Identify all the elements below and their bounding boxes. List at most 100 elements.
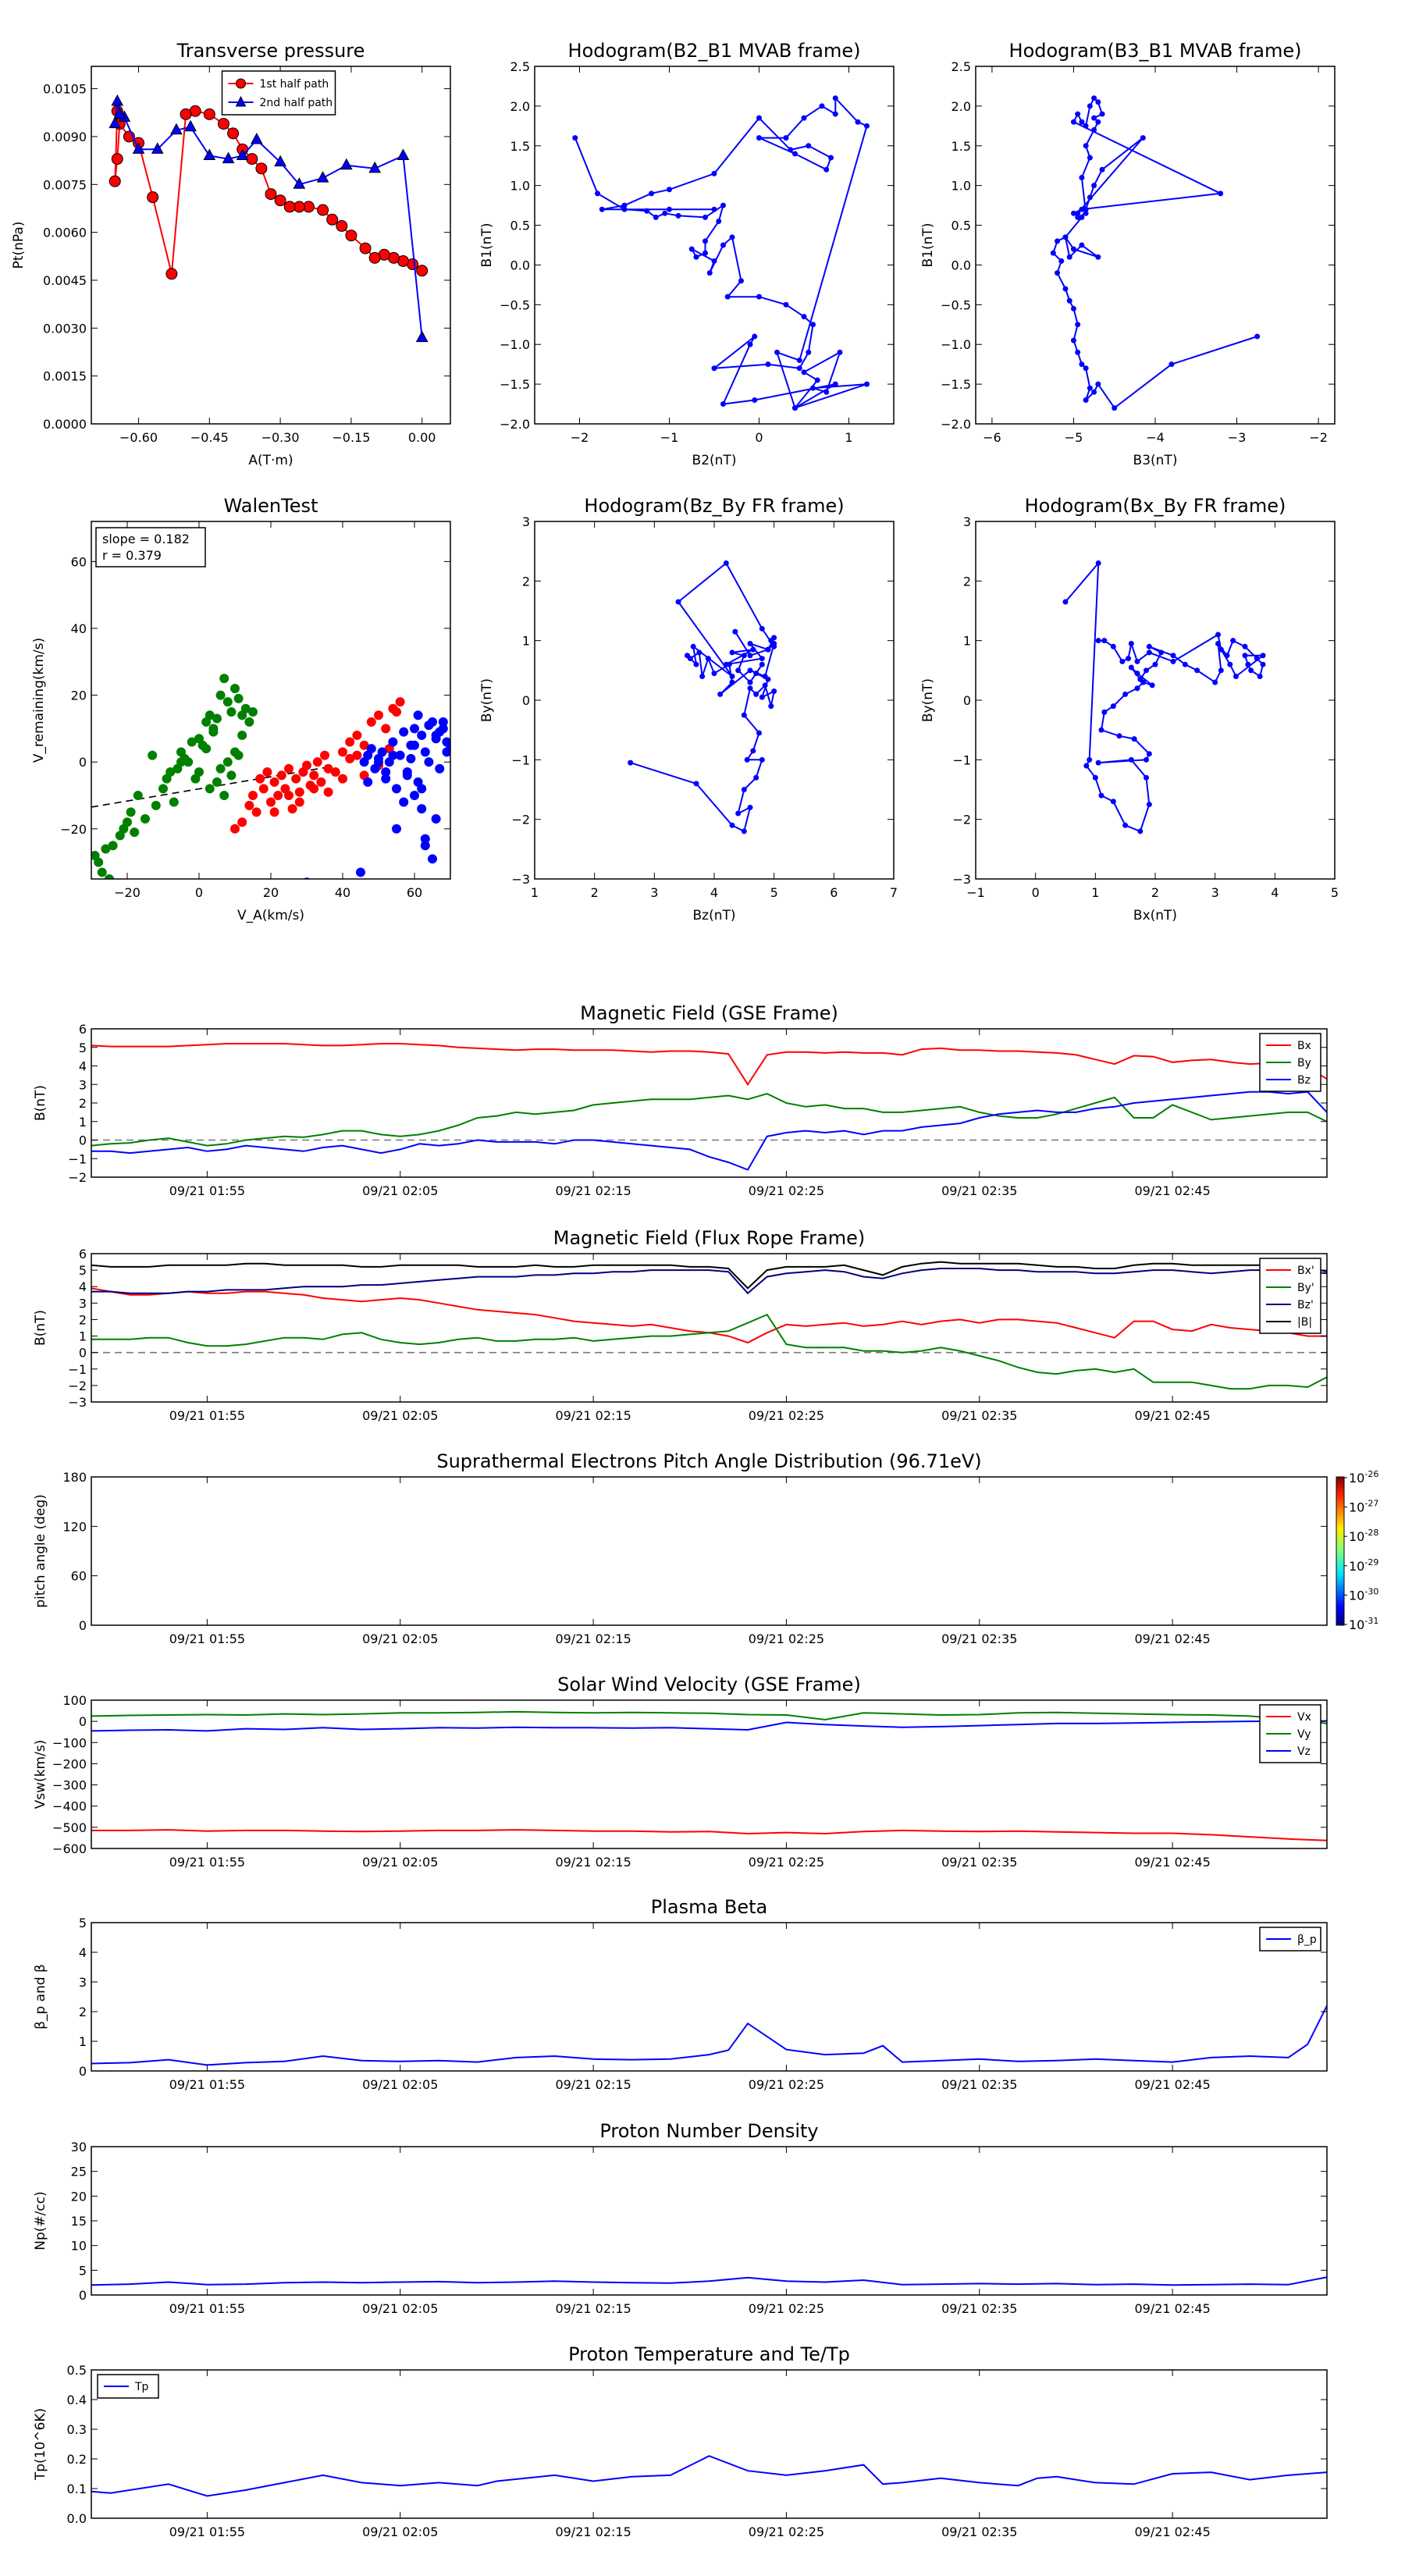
data-point bbox=[230, 684, 240, 694]
data-point bbox=[399, 797, 409, 807]
y-tick-label: −2 bbox=[952, 813, 971, 827]
data-point bbox=[119, 824, 129, 834]
series-bgse-1 bbox=[91, 1093, 1327, 1147]
data-point bbox=[1126, 656, 1131, 662]
x-tick-label: 09/21 01:55 bbox=[169, 2301, 245, 2316]
data-point bbox=[309, 770, 319, 781]
data-point bbox=[768, 703, 774, 710]
y-tick-label: −3 bbox=[511, 872, 530, 887]
x-tick-label: 09/21 02:05 bbox=[362, 1183, 438, 1198]
data-point bbox=[431, 813, 441, 824]
data-point bbox=[1254, 656, 1260, 662]
y-axis-label: By(nT) bbox=[920, 678, 936, 722]
chart-title: Magnetic Field (GSE Frame) bbox=[580, 1002, 838, 1024]
x-tick-label: 09/21 02:45 bbox=[1134, 1631, 1210, 1646]
data-point bbox=[738, 278, 744, 284]
x-tick-label: 09/21 02:35 bbox=[941, 1408, 1017, 1423]
x-tick-label: 09/21 02:35 bbox=[941, 1631, 1017, 1646]
data-point bbox=[248, 790, 258, 800]
data-point bbox=[1070, 210, 1076, 216]
chart-title: Suprathermal Electrons Pitch Angle Distr… bbox=[436, 1450, 981, 1472]
x-tick-label: −20 bbox=[114, 885, 140, 900]
data-point bbox=[832, 381, 838, 387]
axes-frame bbox=[534, 521, 895, 880]
data-point bbox=[395, 697, 405, 707]
data-point bbox=[435, 763, 445, 774]
x-tick-label: 09/21 02:25 bbox=[749, 1631, 824, 1646]
data-point bbox=[1062, 286, 1069, 292]
x-tick-label: −5 bbox=[1065, 430, 1083, 445]
data-point bbox=[1083, 123, 1089, 129]
data-point bbox=[741, 712, 747, 718]
data-point bbox=[417, 730, 427, 740]
colorbar-label: 10-30 bbox=[1349, 1586, 1378, 1603]
chart-title: WalenTest bbox=[224, 495, 318, 517]
series-tpr-0 bbox=[91, 2455, 1327, 2497]
x-tick-label: 0 bbox=[1032, 885, 1040, 900]
data-point bbox=[1215, 640, 1221, 646]
data-point bbox=[438, 717, 448, 727]
data-point bbox=[203, 148, 216, 160]
data-point bbox=[729, 679, 735, 685]
data-point bbox=[1095, 760, 1101, 766]
data-point bbox=[420, 747, 430, 757]
data-point bbox=[855, 119, 861, 125]
y-tick-label: 100 bbox=[62, 1693, 87, 1708]
data-point bbox=[1230, 638, 1236, 644]
data-point bbox=[752, 397, 758, 403]
x-tick-label: 09/21 02:05 bbox=[362, 2301, 438, 2316]
x-tick-label: 09/21 02:45 bbox=[1134, 1183, 1210, 1198]
series-hodo2-0 bbox=[1050, 95, 1261, 411]
chart-title: Hodogram(Bz_By FR frame) bbox=[584, 495, 844, 517]
legend-label: Bz bbox=[1297, 1074, 1311, 1087]
x-tick-label: 09/21 02:25 bbox=[749, 2524, 824, 2539]
colorbar-label-exponent: -29 bbox=[1364, 1557, 1378, 1567]
y-tick-label: 0.0090 bbox=[43, 130, 87, 144]
data-point bbox=[806, 349, 812, 355]
data-point bbox=[91, 851, 100, 861]
data-point bbox=[1083, 365, 1089, 372]
data-point bbox=[374, 710, 383, 720]
x-tick-label: −1 bbox=[660, 430, 679, 445]
data-point bbox=[762, 673, 768, 679]
y-tick-label: −3 bbox=[68, 1395, 87, 1410]
legend-label: 1st half path bbox=[260, 78, 329, 91]
data-point bbox=[1075, 214, 1081, 220]
data-point bbox=[1091, 183, 1097, 189]
data-point bbox=[1134, 658, 1140, 664]
data-point bbox=[1140, 135, 1146, 141]
y-tick-label: −1.0 bbox=[941, 337, 971, 352]
x-tick-label: 09/21 02:15 bbox=[555, 2301, 631, 2316]
data-point bbox=[572, 135, 578, 141]
data-point bbox=[388, 750, 398, 760]
chart-title: Hodogram(B2_B1 MVAB frame) bbox=[568, 40, 861, 62]
chart-hodo1: Hodogram(B2_B1 MVAB frame) −2.0 −1.5 −1.0 −0… bbox=[479, 40, 895, 468]
data-point bbox=[771, 688, 777, 695]
y-axis-label: By(nT) bbox=[479, 678, 495, 722]
data-point bbox=[366, 744, 376, 754]
data-point bbox=[140, 813, 150, 824]
data-point bbox=[735, 667, 742, 674]
data-point bbox=[741, 653, 747, 659]
x-tick-label: 40 bbox=[335, 885, 350, 900]
data-point bbox=[340, 158, 353, 170]
data-point bbox=[741, 787, 747, 792]
data-point bbox=[147, 191, 159, 204]
y-tick-label: 0 bbox=[963, 693, 971, 708]
series-vsw-0 bbox=[91, 1829, 1327, 1841]
data-point bbox=[711, 170, 717, 176]
y-tick-label: 6 bbox=[79, 1247, 87, 1261]
data-point bbox=[720, 202, 726, 208]
data-point bbox=[759, 656, 765, 662]
colorbar-label-base: 10 bbox=[1349, 1471, 1364, 1485]
x-axis-label: Bx(nT) bbox=[1133, 908, 1177, 923]
y-tick-label: −2 bbox=[68, 1379, 87, 1393]
legend-label: Vz bbox=[1297, 1745, 1311, 1758]
colorbar-label-base: 10 bbox=[1349, 1559, 1364, 1574]
y-tick-label: 0.5 bbox=[67, 2363, 87, 2378]
data-point bbox=[1099, 166, 1105, 173]
y-tick-label: 2 bbox=[79, 1096, 87, 1111]
x-tick-label: 09/21 02:35 bbox=[941, 2301, 1017, 2316]
data-point bbox=[1075, 322, 1081, 328]
data-point bbox=[151, 800, 161, 810]
